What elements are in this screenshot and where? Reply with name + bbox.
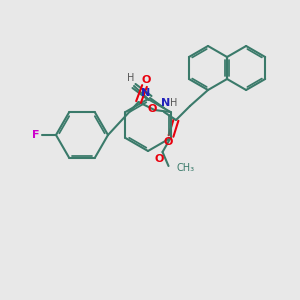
Text: N: N: [161, 98, 171, 108]
Text: N: N: [141, 88, 151, 98]
Text: O: O: [155, 154, 164, 164]
Text: H: H: [127, 73, 135, 83]
Text: O: O: [163, 137, 173, 147]
Text: H: H: [170, 98, 178, 108]
Text: O: O: [142, 75, 151, 85]
Text: CH₃: CH₃: [176, 163, 195, 173]
Text: F: F: [32, 130, 40, 140]
Text: O: O: [148, 104, 157, 114]
